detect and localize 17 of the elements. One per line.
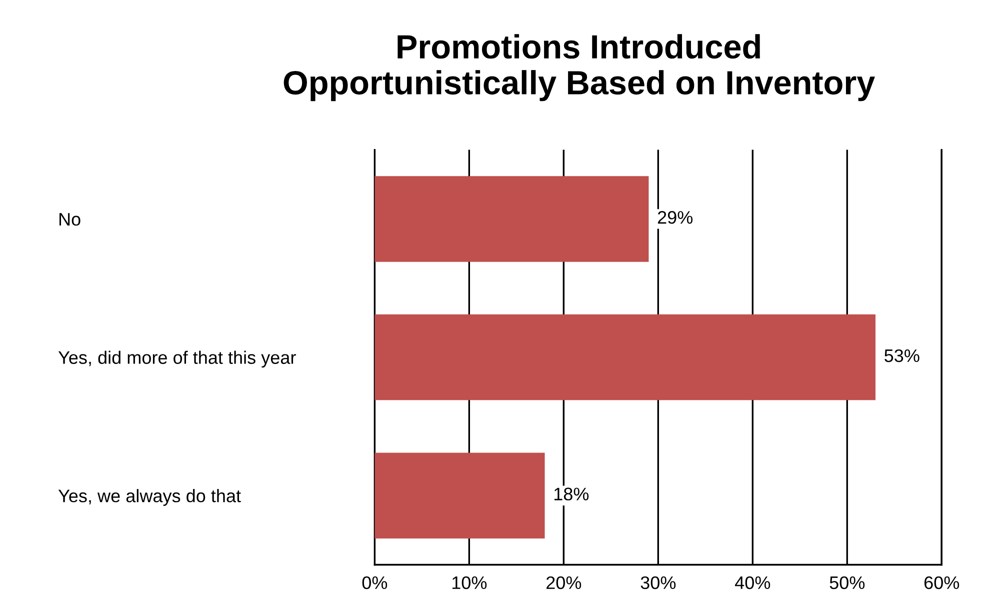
x-tick-label: 40% <box>734 576 770 590</box>
x-tick-label: 20% <box>546 576 582 590</box>
data-label: 53% <box>884 349 920 362</box>
x-tick-label: 60% <box>924 576 960 590</box>
data-label: 29% <box>658 211 693 224</box>
y-tick-label: Yes, did more of that this year <box>58 350 296 368</box>
x-tick-label: 0% <box>362 576 388 590</box>
chart-title: Promotions Introduced Opportunistically Based on Inventory <box>284 34 875 102</box>
y-tick-label: No <box>59 213 80 226</box>
y-tick-label: Yes, we always do that <box>58 489 241 506</box>
x-tick-label: 30% <box>640 576 676 590</box>
data-label: 18% <box>554 488 589 500</box>
x-tick-label: 10% <box>452 576 487 590</box>
bar <box>374 176 649 262</box>
x-tick-label: 50% <box>830 576 865 590</box>
bar <box>374 452 545 538</box>
bar <box>374 314 876 400</box>
